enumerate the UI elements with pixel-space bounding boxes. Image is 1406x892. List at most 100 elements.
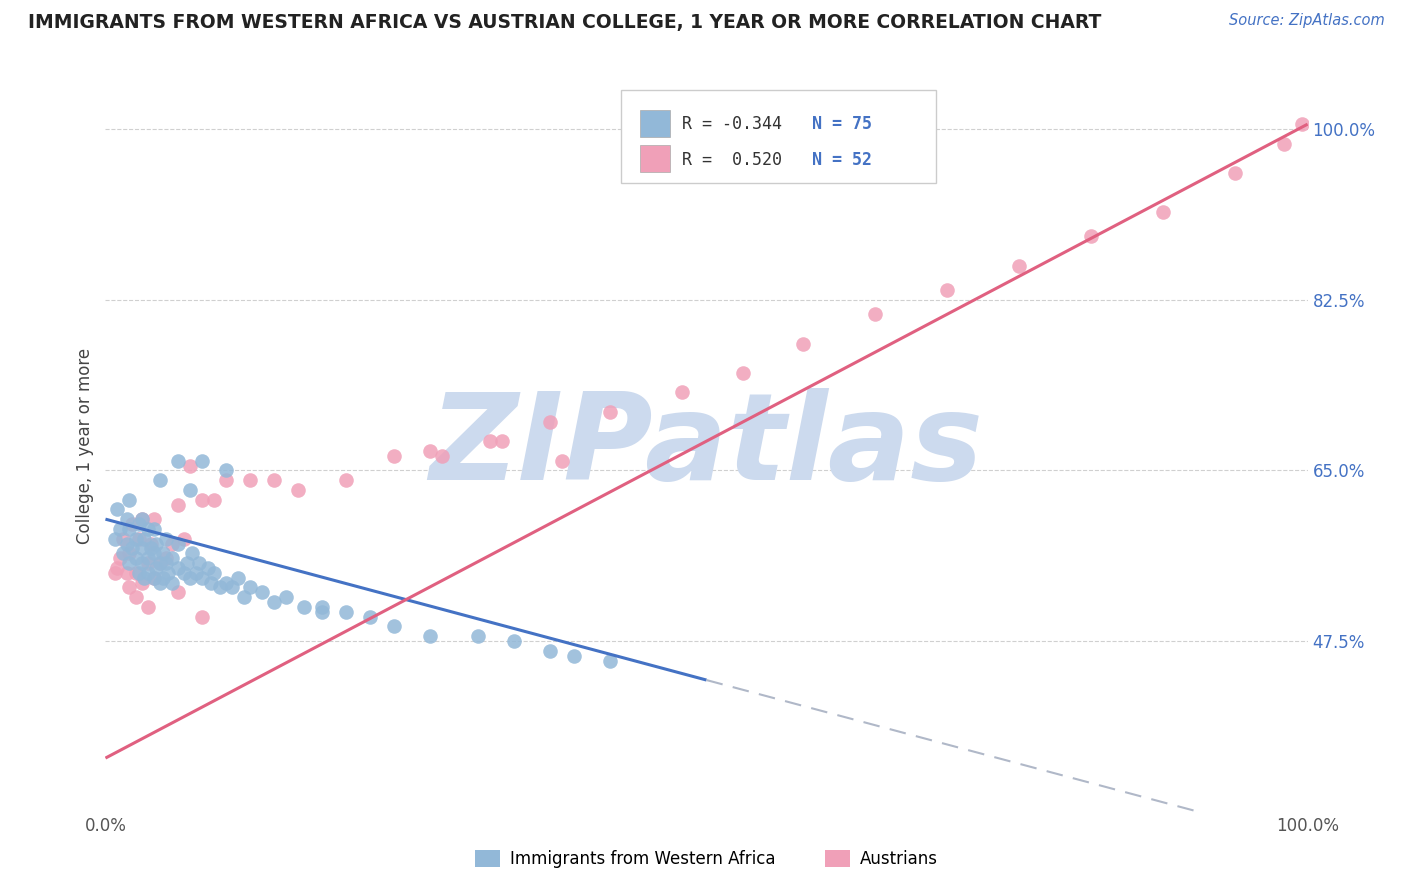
Point	[136, 522, 159, 536]
Point	[124, 551, 146, 566]
Point	[128, 516, 150, 531]
Point	[155, 532, 177, 546]
Point	[118, 556, 141, 570]
Point	[1272, 136, 1295, 151]
Point	[214, 575, 236, 590]
Point	[239, 581, 262, 595]
Point	[1152, 205, 1174, 219]
Point	[136, 599, 159, 614]
Point	[115, 536, 138, 550]
Text: N = 52: N = 52	[811, 151, 872, 169]
Point	[179, 458, 201, 473]
Point	[166, 453, 188, 467]
Point	[221, 581, 243, 595]
Point	[176, 556, 198, 570]
Text: ZIPatlas: ZIPatlas	[429, 387, 984, 505]
Point	[202, 566, 225, 580]
Point	[136, 566, 159, 580]
Point	[124, 566, 146, 580]
Point	[148, 556, 170, 570]
Point	[142, 522, 165, 536]
Point	[112, 532, 135, 546]
Point	[419, 443, 441, 458]
Point	[107, 502, 129, 516]
Point	[1080, 229, 1102, 244]
Point	[197, 561, 219, 575]
Point	[250, 585, 273, 599]
Point	[562, 648, 585, 663]
Point	[145, 536, 167, 550]
Point	[108, 551, 131, 566]
Point	[166, 561, 188, 575]
Text: IMMIGRANTS FROM WESTERN AFRICA VS AUSTRIAN COLLEGE, 1 YEAR OR MORE CORRELATION C: IMMIGRANTS FROM WESTERN AFRICA VS AUSTRI…	[28, 13, 1101, 32]
Text: R = -0.344: R = -0.344	[682, 115, 783, 133]
Point	[121, 516, 143, 531]
Point	[188, 556, 211, 570]
Point	[467, 629, 489, 643]
Point	[311, 605, 333, 619]
Point	[190, 453, 212, 467]
Point	[155, 556, 177, 570]
Point	[160, 575, 183, 590]
Point	[112, 546, 135, 560]
Point	[287, 483, 309, 497]
Point	[142, 546, 165, 560]
Point	[152, 546, 174, 560]
Point	[118, 492, 141, 507]
Text: R =  0.520: R = 0.520	[682, 151, 783, 169]
Point	[263, 595, 285, 609]
Point	[128, 532, 150, 546]
Point	[155, 551, 177, 566]
Point	[731, 366, 754, 380]
Point	[104, 566, 127, 580]
Point	[226, 571, 249, 585]
Point	[1008, 259, 1031, 273]
Point	[551, 453, 574, 467]
Point	[671, 385, 693, 400]
Point	[202, 492, 225, 507]
Point	[136, 556, 159, 570]
Point	[104, 532, 127, 546]
Point	[599, 654, 621, 668]
Point	[382, 619, 405, 633]
Point	[214, 473, 236, 487]
Point	[142, 512, 165, 526]
Point	[503, 634, 526, 648]
Point	[148, 575, 170, 590]
Y-axis label: College, 1 year or more: College, 1 year or more	[76, 348, 94, 544]
Point	[131, 541, 153, 556]
Point	[792, 336, 814, 351]
Point	[132, 571, 155, 585]
Point	[132, 532, 155, 546]
Point	[115, 512, 138, 526]
Point	[136, 551, 159, 566]
Point	[131, 575, 153, 590]
Point	[208, 581, 231, 595]
Point	[148, 473, 170, 487]
Point	[142, 571, 165, 585]
Point	[121, 541, 143, 556]
Point	[263, 473, 285, 487]
Point	[108, 522, 131, 536]
Point	[173, 566, 195, 580]
Point	[131, 512, 153, 526]
Point	[190, 571, 212, 585]
Point	[335, 473, 357, 487]
Point	[156, 566, 179, 580]
Point	[142, 571, 165, 585]
Point	[232, 590, 254, 604]
Point	[311, 599, 333, 614]
Point	[131, 512, 153, 526]
Point	[1225, 166, 1247, 180]
Text: Source: ZipAtlas.com: Source: ZipAtlas.com	[1229, 13, 1385, 29]
Point	[184, 566, 207, 580]
Point	[124, 590, 146, 604]
Point	[599, 405, 621, 419]
Text: N = 75: N = 75	[811, 115, 872, 133]
Point	[382, 449, 405, 463]
Point	[190, 609, 212, 624]
Point	[166, 498, 188, 512]
Point	[145, 561, 167, 575]
Point	[239, 473, 262, 487]
Point	[538, 644, 561, 658]
